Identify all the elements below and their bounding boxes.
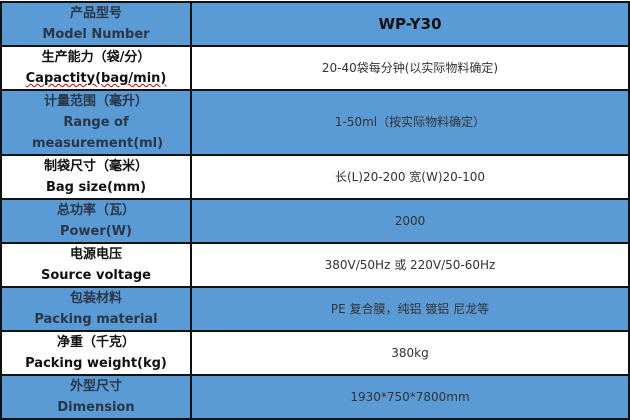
label-en: Capactity(bag/min) (25, 71, 167, 86)
label-cn: 包装材料 (69, 291, 122, 306)
label-en: Power(W) (60, 224, 132, 239)
value-cell: 1-50ml（按实际物料确定） (190, 89, 630, 156)
label-en: Source voltage (41, 268, 151, 283)
label-en: Packing weight(kg) (25, 356, 167, 371)
row-model-number: 产品型号 Model Number WP-Y30 (0, 1, 630, 47)
label-en: Range of measurement(ml) (32, 115, 164, 151)
label-cn: 计量范围（毫升） (43, 94, 148, 109)
label-cn: 产品型号 (69, 6, 122, 21)
label-cell: 总功率（瓦） Power(W) (0, 198, 192, 244)
row-packing-material: 包装材料 Packing material PE 复合膜，纯铝 镀铝 尼龙等 (0, 286, 630, 332)
value-cell: 20-40袋每分钟(以实际物料确定) (190, 45, 630, 91)
label-cn: 电源电压 (69, 247, 122, 262)
value-cell: 1930*750*7800mm (190, 374, 630, 420)
label-cell: 计量范围（毫升） Range of measurement(ml) (0, 89, 192, 156)
label-cell: 制袋尺寸（毫米） Bag size(mm) (0, 154, 192, 200)
value-cell: 长(L)20-200 宽(W)20-100 (190, 154, 630, 200)
label-cell: 净重（千克） Packing weight(kg) (0, 330, 192, 376)
value-cell: PE 复合膜，纯铝 镀铝 尼龙等 (190, 286, 630, 332)
row-capacity: 生产能力（袋/分） Capactity(bag/min) 20-40袋每分钟(以实… (0, 45, 630, 91)
label-cell: 外型尺寸 Dimension (0, 374, 192, 420)
value-cell: 2000 (190, 198, 630, 244)
value-cell: 380V/50Hz 或 220V/50-60Hz (190, 242, 630, 288)
row-range: 计量范围（毫升） Range of measurement(ml) 1-50ml（… (0, 89, 630, 156)
row-dimension: 外型尺寸 Dimension 1930*750*7800mm (0, 374, 630, 420)
label-en: Model Number (42, 27, 150, 42)
value-cell: WP-Y30 (190, 1, 630, 47)
label-cn: 净重（千克） (56, 335, 135, 350)
row-weight: 净重（千克） Packing weight(kg) 380kg (0, 330, 630, 376)
row-voltage: 电源电压 Source voltage 380V/50Hz 或 220V/50-6… (0, 242, 630, 288)
label-cn: 外型尺寸 (69, 379, 122, 394)
label-en: Bag size(mm) (45, 180, 147, 195)
label-cell: 包装材料 Packing material (0, 286, 192, 332)
label-cn: 总功率（瓦） (56, 203, 135, 218)
label-cn: 生产能力（袋/分） (41, 50, 151, 65)
label-en: Dimension (57, 400, 135, 415)
label-cell: 生产能力（袋/分） Capactity(bag/min) (0, 45, 192, 91)
label-cn: 制袋尺寸（毫米） (43, 159, 148, 174)
label-cell: 电源电压 Source voltage (0, 242, 192, 288)
row-power: 总功率（瓦） Power(W) 2000 (0, 198, 630, 244)
label-cell: 产品型号 Model Number (0, 1, 192, 47)
label-en: Packing material (34, 312, 158, 327)
value-cell: 380kg (190, 330, 630, 376)
row-bag-size: 制袋尺寸（毫米） Bag size(mm) 长(L)20-200 宽(W)20-1… (0, 154, 630, 200)
